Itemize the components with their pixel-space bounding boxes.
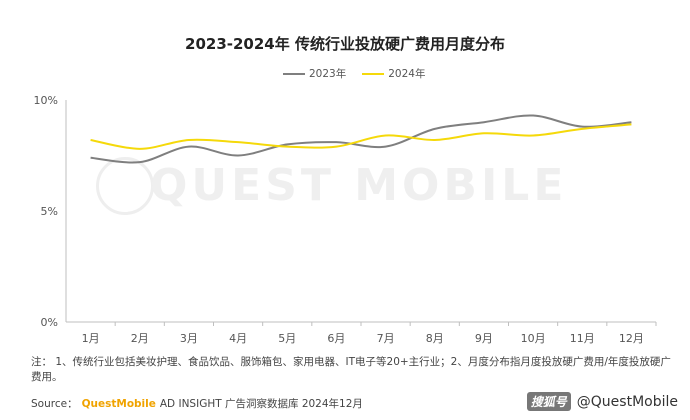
x-tick-label: 10月 [521,332,546,345]
source-label: Source： [31,398,78,410]
x-tick-label: 4月 [229,332,247,345]
sohu-logo: 搜狐号 [526,392,571,411]
source-text: AD INSIGHT 广告洞察数据库 2024年12月 [159,398,363,410]
y-tick-label: 5% [41,205,58,218]
source-brand: QuestMobile [81,397,156,410]
x-tick-label: 8月 [426,332,444,345]
watermark-logo [96,157,154,215]
legend-swatch-2024 [362,72,385,75]
x-tick-label: 3月 [180,332,198,345]
chart-legend: 2023年 2024年 [283,66,425,81]
legend-label-2023: 2023年 [309,68,347,80]
x-tick-label: 1月 [82,332,100,345]
credit: 搜狐号 @QuestMobile [526,392,678,411]
watermark-text: QUEST MOBILE [150,160,568,211]
legend-swatch-2023 [283,72,305,75]
x-tick-label: 7月 [377,332,395,345]
x-tick-label: 5月 [278,332,296,345]
series-line-2024年 [90,123,632,150]
legend-label-2024: 2024年 [388,68,426,80]
legend-item-2023: 2023年 [283,66,346,81]
x-tick-label: 2月 [131,332,149,345]
x-tick-label: 9月 [475,332,493,345]
source-line: Source： QuestMobile AD INSIGHT 广告洞察数据库 2… [31,396,363,411]
legend-item-2024: 2024年 [362,66,425,81]
x-tick-label: 6月 [327,332,345,345]
credit-handle: @QuestMobile [576,393,678,410]
y-tick-label: 0% [41,316,58,329]
x-tick-label: 11月 [570,332,595,345]
x-tick-label: 12月 [619,332,644,345]
chart-title: 2023-2024年 传统行业投放硬广费用月度分布 [185,35,505,53]
series-line-2023年 [90,114,632,164]
footnote: 注： 1、传统行业包括美妆护理、食品饮品、服饰箱包、家用电器、IT电子等20+主… [31,356,671,383]
y-tick-label: 10% [34,94,58,107]
